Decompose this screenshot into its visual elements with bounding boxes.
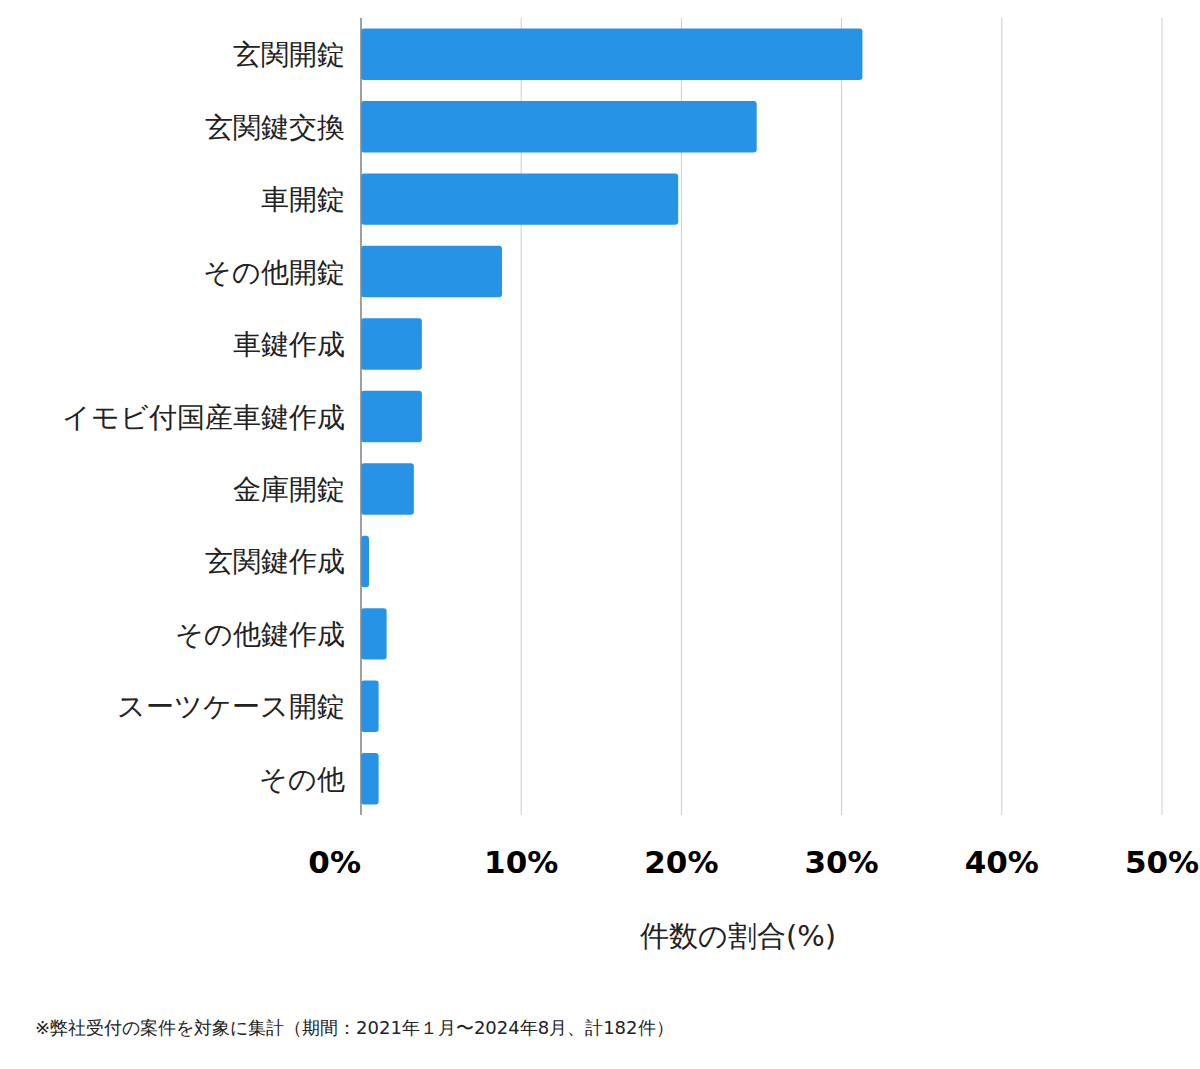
- category-label: 玄関鍵交換: [205, 111, 345, 144]
- category-label: 玄関開錠: [233, 38, 345, 71]
- grid-line: [1001, 18, 1002, 815]
- category-label: 金庫開錠: [233, 473, 345, 506]
- bar: [361, 246, 502, 297]
- bar: [361, 101, 757, 152]
- category-label: 車鍵作成: [233, 328, 345, 361]
- axis-title: 件数の割合(%): [640, 919, 836, 953]
- tick-label: 50%: [1125, 844, 1199, 880]
- bar: [361, 608, 387, 659]
- note: ※弊社受付の案件を対象に集計（期間：2021年１月〜2024年8月、計182件）: [35, 1017, 674, 1038]
- category-label: 車開錠: [261, 183, 345, 216]
- grid-line: [841, 18, 842, 815]
- category-label: その他: [259, 763, 345, 796]
- category-label: その他鍵作成: [175, 618, 345, 651]
- bar: [361, 753, 379, 804]
- bar: [361, 536, 369, 587]
- category-label: イモビ付国産車鍵作成: [62, 401, 345, 434]
- tick-label: 0%: [308, 844, 361, 880]
- bar: [361, 173, 678, 224]
- category-label: スーツケース開錠: [117, 690, 345, 723]
- bar: [361, 391, 422, 442]
- tick-label: 10%: [484, 844, 558, 880]
- bar: [361, 681, 379, 732]
- bars: [361, 29, 862, 805]
- chart: 0% 10% 20% 30% 40% 50% 玄関開錠玄関鍵交換車開錠その他開錠車鍵作成イモ…: [0, 0, 1200, 1069]
- bar: [361, 463, 414, 514]
- grid-line: [361, 18, 362, 815]
- grid-line: [1162, 18, 1163, 815]
- tick-label: 20%: [644, 844, 718, 880]
- bar: [361, 318, 422, 369]
- tick-label: 40%: [965, 844, 1039, 880]
- axis-line: [360, 18, 362, 815]
- bar: [361, 29, 862, 80]
- tick-label: 30%: [804, 844, 878, 880]
- category-label: 玄関鍵作成: [205, 545, 345, 578]
- category-label: その他開錠: [203, 256, 345, 289]
